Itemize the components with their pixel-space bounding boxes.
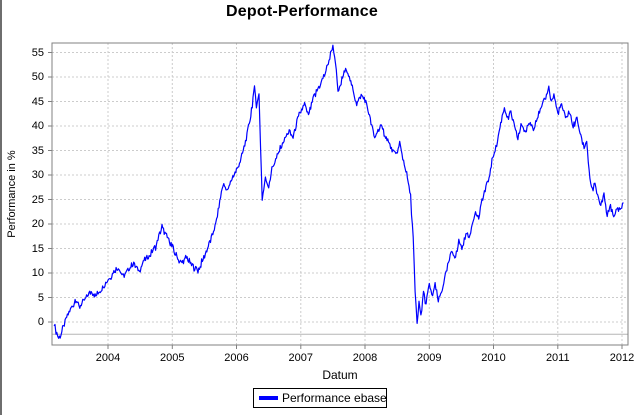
legend: Performance ebase (253, 388, 387, 408)
legend-label: Performance ebase (282, 391, 387, 405)
y-tick-label: 55 (31, 46, 44, 59)
y-tick-label: 20 (31, 218, 44, 230)
x-tick-label: 2010 (481, 352, 506, 364)
y-tick-label: 45 (31, 95, 44, 108)
legend-line-swatch (259, 396, 278, 400)
x-tick-label: 2011 (545, 352, 570, 364)
y-tick-label: 35 (31, 144, 44, 157)
y-tick-label: 15 (31, 242, 44, 255)
y-tick-label: 50 (31, 71, 44, 83)
x-tick-label: 2006 (224, 352, 249, 364)
y-tick-label: 0 (37, 316, 44, 329)
x-tick-label: 2012 (609, 352, 635, 364)
y-tick-label: 25 (31, 193, 44, 206)
chart-title: Depot-Performance (226, 3, 378, 20)
x-tick-label: 2005 (160, 352, 185, 364)
y-tick-label: 30 (31, 169, 44, 181)
x-tick-label: 2009 (417, 352, 442, 364)
y-tick-label: 5 (37, 291, 44, 304)
window-left-border (0, 0, 2, 415)
y-tick-label: 40 (31, 120, 44, 132)
y-tick-label: 10 (31, 267, 44, 280)
x-tick-label: 2008 (352, 352, 378, 364)
x-tick-label: 2007 (288, 352, 313, 364)
x-tick-label: 2004 (95, 352, 121, 364)
x-axis-title: Datum (322, 368, 358, 382)
